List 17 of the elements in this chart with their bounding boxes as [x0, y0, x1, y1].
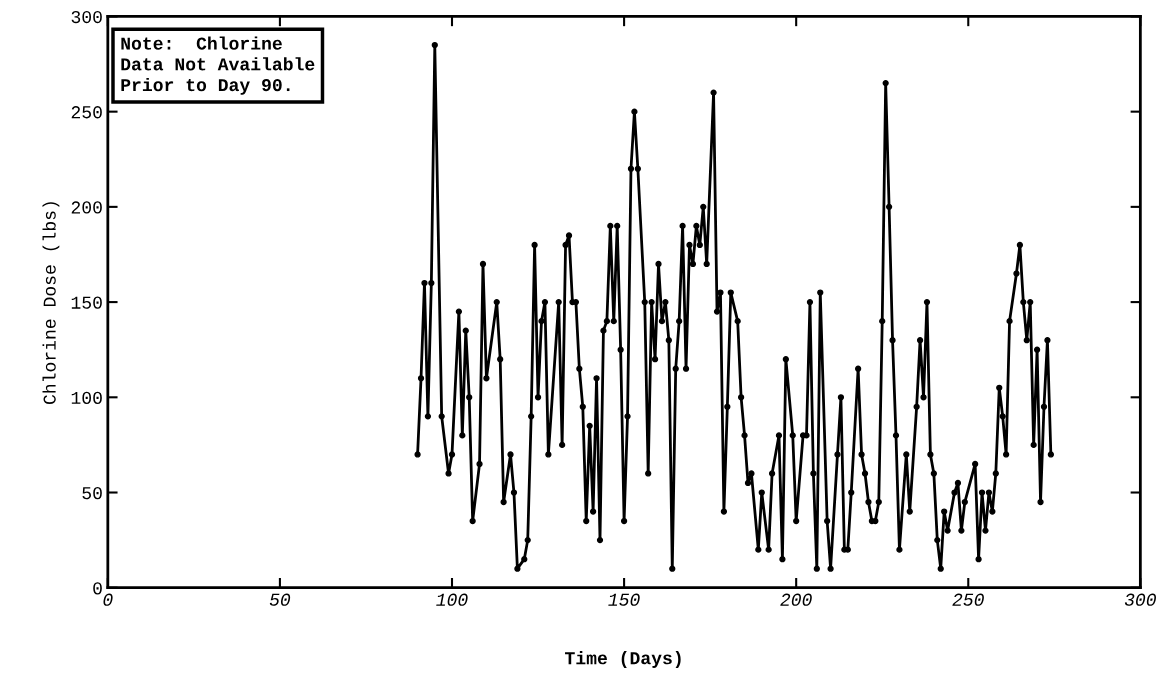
y-tick-label: 300: [71, 10, 102, 24]
annotation: Note: Chlorine Data Not Available Prior to Day 90.: [121, 36, 315, 95]
x-tick-label: 50: [269, 593, 291, 606]
x-tick-label: 300: [1124, 593, 1156, 606]
y-tick-label: 50: [82, 486, 102, 500]
x-tick-label: 150: [608, 593, 640, 606]
x-tick-label: 0: [103, 593, 113, 606]
x-tick-label: 200: [780, 593, 812, 606]
y-tick-label: 200: [71, 201, 102, 214]
y-tick-label: 250: [71, 106, 102, 119]
x-tick-label: 250: [952, 593, 984, 606]
y-axis-title: Chlorine Dose (lbs): [42, 202, 60, 405]
x-tick-label: 100: [436, 593, 468, 606]
y-tick-label: 150: [71, 296, 102, 309]
y-tick-label: 0: [93, 582, 102, 595]
y-tick-label: 100: [71, 391, 102, 405]
x-axis-title: Time (Days): [565, 651, 681, 668]
